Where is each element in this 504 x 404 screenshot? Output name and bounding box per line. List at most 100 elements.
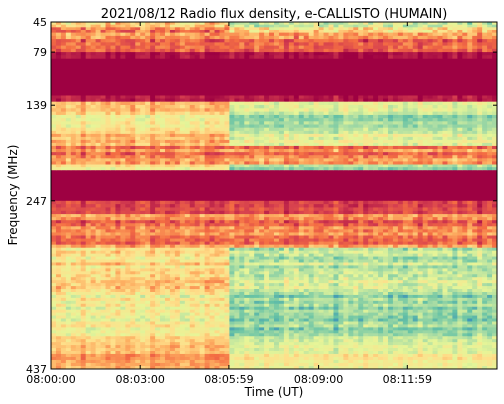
heatmap-cell: [397, 235, 404, 239]
heatmap-cell: [348, 29, 354, 34]
heatmap-cell: [80, 114, 87, 119]
heatmap-cell: [155, 29, 161, 34]
heatmap-cell: [140, 118, 146, 122]
heatmap-cell: [224, 118, 230, 122]
heatmap-cell: [387, 121, 394, 125]
heatmap-cell: [160, 256, 166, 260]
heatmap-cell: [264, 232, 270, 236]
heatmap-cell: [487, 124, 493, 129]
heatmap-cell: [437, 42, 443, 47]
heatmap-cell: [422, 133, 429, 138]
heatmap-cell: [422, 124, 429, 129]
heatmap-cell: [229, 253, 235, 257]
heatmap-cell: [130, 108, 136, 113]
heatmap-cell: [155, 98, 161, 103]
heatmap-cell: [90, 220, 96, 224]
heatmap-cell: [467, 223, 473, 227]
heatmap-cell: [219, 161, 225, 165]
heatmap-cell: [194, 124, 201, 129]
heatmap-cell: [234, 229, 240, 233]
heatmap-cell: [145, 27, 151, 31]
heatmap-cell: [303, 155, 310, 159]
heatmap-cell: [219, 223, 225, 227]
heatmap-cell: [447, 253, 453, 257]
heatmap-cell: [293, 220, 300, 224]
heatmap-cell: [90, 223, 96, 227]
heatmap-cell: [110, 39, 116, 43]
heatmap-cell: [224, 244, 230, 249]
heatmap-cell: [70, 241, 77, 246]
heatmap-cell: [348, 104, 354, 109]
heatmap-cell: [204, 114, 210, 119]
heatmap-cell: [422, 207, 429, 212]
heatmap-cell: [353, 256, 359, 260]
heatmap-cell: [308, 164, 315, 168]
heatmap-cell: [402, 167, 409, 171]
heatmap-cell: [55, 200, 62, 205]
heatmap-cell: [125, 238, 131, 243]
heatmap-cell: [259, 207, 265, 212]
heatmap-cell: [402, 98, 409, 103]
heatmap-cell: [135, 127, 141, 132]
heatmap-cell: [199, 101, 206, 106]
heatmap-cell: [397, 145, 404, 150]
heatmap-cell: [343, 114, 349, 119]
heatmap-cell: [427, 142, 433, 147]
heatmap-cell: [219, 229, 225, 233]
heatmap-cells: [51, 22, 498, 370]
heatmap-cell: [95, 253, 101, 257]
heatmap-cell: [125, 32, 131, 37]
heatmap-cell: [407, 98, 414, 103]
heatmap-cell: [145, 250, 151, 255]
heatmap-cell: [174, 108, 181, 113]
heatmap-cell: [338, 22, 344, 26]
heatmap-cell: [492, 27, 498, 31]
heatmap-cell: [442, 155, 448, 159]
heatmap-cell: [383, 145, 389, 150]
heatmap-cell: [417, 104, 424, 109]
heatmap-cell: [338, 48, 344, 53]
heatmap-cell: [169, 108, 176, 113]
heatmap-cell: [457, 35, 463, 40]
heatmap-cell: [467, 42, 473, 47]
heatmap-cell: [447, 164, 453, 168]
heatmap-cell: [392, 220, 399, 224]
heatmap-cell: [254, 220, 260, 224]
heatmap-cell: [80, 111, 87, 116]
heatmap-cell: [249, 27, 255, 31]
heatmap-cell: [402, 232, 409, 236]
heatmap-cell: [452, 114, 458, 119]
heatmap-cell: [120, 111, 126, 116]
heatmap-cell: [293, 27, 300, 31]
heatmap-cell: [487, 29, 493, 34]
heatmap-cell: [224, 48, 230, 53]
heatmap-cell: [219, 104, 225, 109]
heatmap-cell: [303, 214, 310, 218]
heatmap-cell: [234, 121, 240, 125]
heatmap-cell: [224, 161, 230, 165]
heatmap-cell: [432, 124, 438, 129]
heatmap-cell: [397, 121, 404, 125]
heatmap-cell: [447, 39, 453, 43]
heatmap-cell: [269, 238, 275, 243]
heatmap-cell: [80, 101, 87, 106]
heatmap-cell: [60, 253, 67, 257]
heatmap-cell: [184, 98, 191, 103]
heatmap-cell: [274, 210, 280, 215]
heatmap-cell: [135, 121, 141, 125]
heatmap-cell: [373, 52, 379, 56]
heatmap-cell: [338, 42, 344, 47]
heatmap-cell: [407, 121, 414, 125]
heatmap-cell: [249, 164, 255, 168]
heatmap-cell: [224, 29, 230, 34]
heatmap-cell: [293, 204, 300, 208]
heatmap-cell: [51, 161, 57, 165]
heatmap-cell: [169, 253, 176, 257]
heatmap-cell: [135, 29, 141, 34]
heatmap-cell: [65, 241, 72, 246]
heatmap-cell: [164, 220, 171, 224]
heatmap-cell: [422, 29, 429, 34]
heatmap-cell: [269, 145, 275, 150]
heatmap-cell: [487, 114, 493, 119]
heatmap-cell: [368, 127, 374, 132]
